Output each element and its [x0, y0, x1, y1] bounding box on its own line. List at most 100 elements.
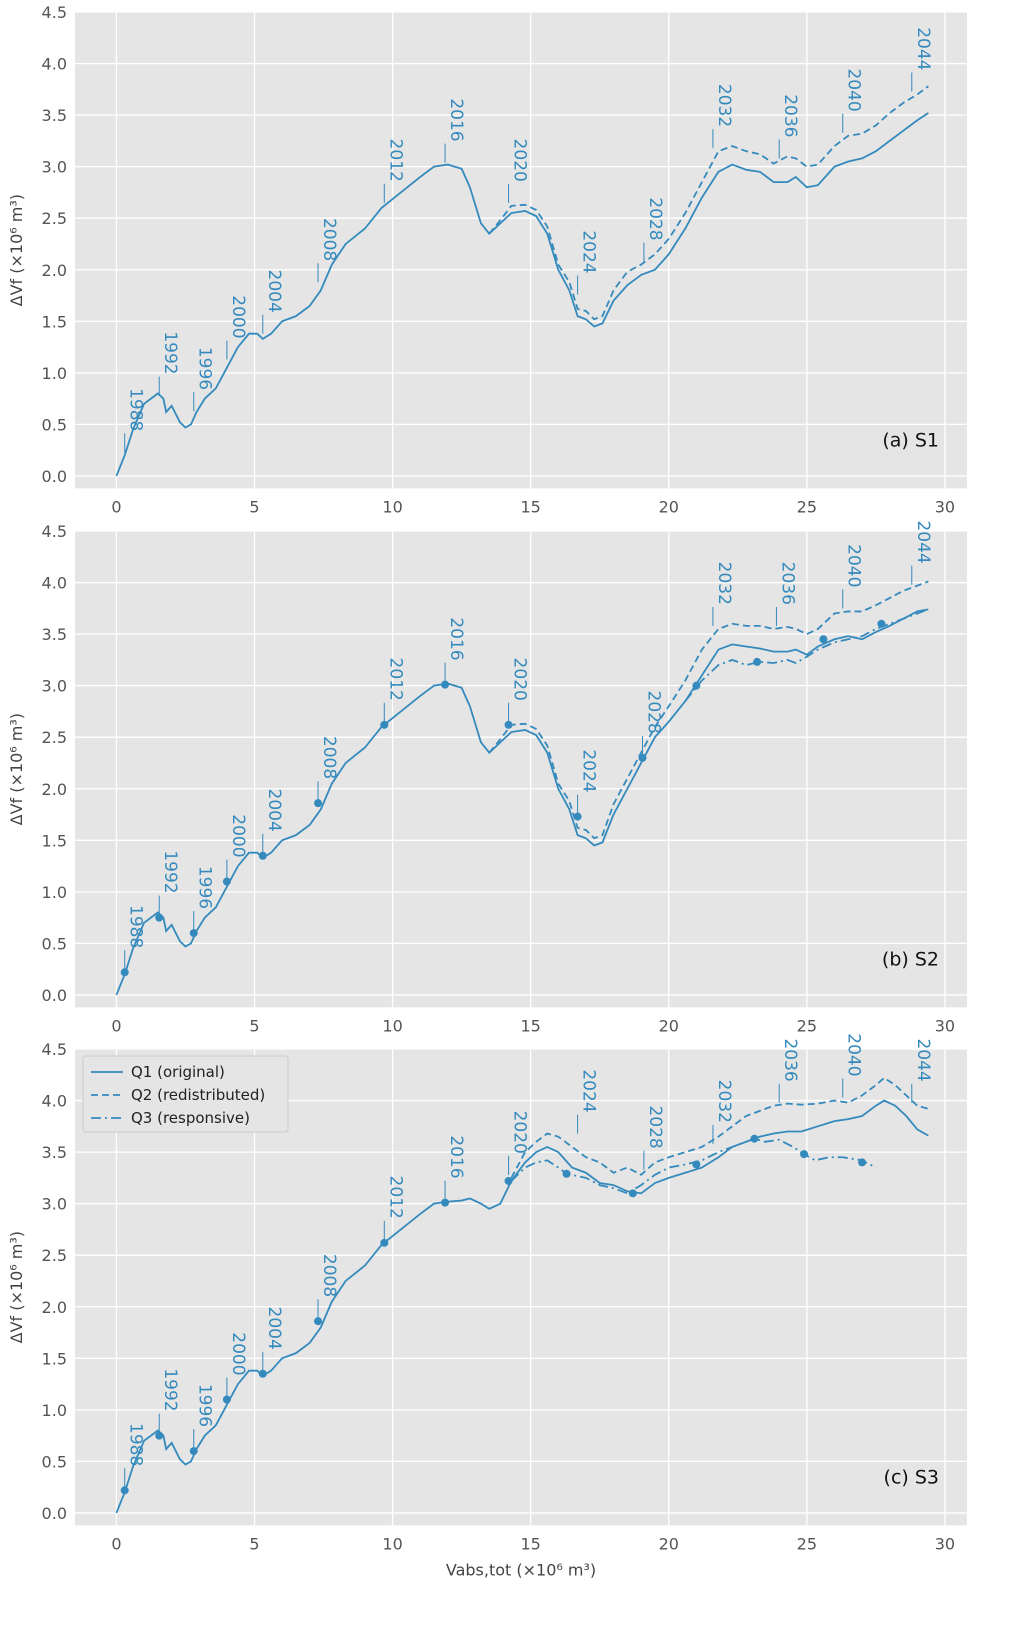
marker — [120, 968, 129, 977]
marker — [155, 913, 164, 922]
marker — [380, 1238, 389, 1247]
x-tick-label: 30 — [935, 497, 955, 516]
annotation: 2020 — [510, 139, 530, 182]
annotation: 2040 — [844, 544, 864, 587]
annotation: 2032 — [714, 1080, 734, 1123]
marker — [189, 929, 198, 938]
legend-label: Q3 (responsive) — [131, 1109, 250, 1127]
panel-label: (c) S3 — [884, 1466, 939, 1488]
x-tick-label: 10 — [382, 497, 402, 516]
marker — [155, 1431, 164, 1440]
annotation: 1996 — [195, 1384, 215, 1427]
annotation: 2028 — [645, 197, 665, 240]
y-tick-label: 4.5 — [42, 1040, 67, 1059]
y-tick-label: 1.5 — [42, 1349, 67, 1368]
annotation: 2020 — [510, 658, 530, 701]
y-tick-label: 0.0 — [42, 986, 67, 1005]
x-tick-label: 20 — [659, 1016, 679, 1035]
series-line — [488, 580, 929, 840]
annotation: 2024 — [579, 1069, 599, 1112]
annotation: 2036 — [780, 1038, 800, 1081]
annotation: 1988 — [126, 388, 146, 431]
y-tick-label: 3.5 — [42, 106, 67, 125]
annotation: 2008 — [319, 218, 339, 261]
x-tick-label: 20 — [659, 1534, 679, 1553]
y-tick-label: 4.5 — [42, 3, 67, 22]
annotation: 2028 — [644, 691, 664, 734]
x-tick-label: 30 — [935, 1016, 955, 1035]
marker — [222, 877, 231, 886]
marker — [692, 1160, 701, 1169]
y-tick-label: 3.5 — [42, 625, 67, 644]
marker — [877, 619, 886, 628]
marker — [441, 680, 450, 689]
legend-label: Q2 (redistributed) — [131, 1086, 265, 1104]
marker — [858, 1158, 867, 1167]
annotation: 2000 — [228, 295, 248, 338]
marker — [692, 681, 701, 690]
marker — [573, 812, 582, 821]
marker — [750, 1134, 759, 1143]
y-tick-label: 4.0 — [42, 55, 67, 74]
y-tick-label: 1.0 — [42, 364, 67, 383]
annotation: 2032 — [714, 84, 734, 127]
legend-label: Q1 (original) — [131, 1063, 225, 1081]
marker — [504, 1176, 513, 1185]
annotation: 1992 — [160, 850, 180, 893]
x-tick-label: 10 — [382, 1534, 402, 1553]
annotation: 2040 — [844, 1033, 864, 1076]
annotation: 2032 — [714, 562, 734, 605]
y-tick-label: 0.5 — [42, 1452, 67, 1471]
annotation: 2040 — [844, 68, 864, 111]
x-tick-label: 30 — [935, 1534, 955, 1553]
y-tick-label: 0.5 — [42, 934, 67, 953]
series-line — [510, 1076, 929, 1179]
marker — [628, 1189, 637, 1198]
y-tick-label: 4.0 — [42, 574, 67, 593]
y-tick-label: 1.0 — [42, 1401, 67, 1420]
x-axis-label: Vabs,tot (×10⁶ m³) — [446, 1560, 596, 1579]
x-tick-label: 5 — [249, 497, 259, 516]
y-tick-label: 2.5 — [42, 728, 67, 747]
annotation: 2044 — [913, 27, 933, 70]
y-tick-label: 0.0 — [42, 467, 67, 486]
y-tick-label: 2.0 — [42, 261, 67, 280]
y-axis-label: ΔVf (×10⁶ m³) — [7, 713, 26, 825]
annotation: 2016 — [446, 617, 466, 660]
annotation: 2004 — [264, 269, 284, 312]
x-tick-label: 15 — [520, 1016, 540, 1035]
marker — [819, 635, 828, 644]
y-tick-label: 2.5 — [42, 209, 67, 228]
x-tick-label: 0 — [111, 1534, 121, 1553]
annotation: 1988 — [126, 1423, 146, 1466]
marker — [120, 1486, 129, 1495]
annotation: 2044 — [913, 1038, 933, 1081]
marker — [638, 753, 647, 762]
x-tick-label: 25 — [797, 1534, 817, 1553]
marker — [441, 1198, 450, 1207]
annotation: 2004 — [264, 788, 284, 831]
x-tick-label: 5 — [249, 1534, 259, 1553]
x-tick-label: 0 — [111, 1016, 121, 1035]
y-tick-label: 4.5 — [42, 522, 67, 541]
marker — [258, 1369, 267, 1378]
x-tick-label: 15 — [520, 497, 540, 516]
annotation: 2044 — [913, 520, 933, 563]
annotation: 1988 — [126, 905, 146, 948]
y-tick-label: 3.5 — [42, 1143, 67, 1162]
marker — [800, 1150, 809, 1159]
series-line — [684, 608, 929, 702]
annotation: 2024 — [579, 230, 599, 273]
y-tick-label: 2.0 — [42, 1298, 67, 1317]
plot-area — [75, 12, 967, 489]
series-line — [488, 85, 929, 321]
annotation: 2008 — [319, 1254, 339, 1297]
annotation: 2012 — [385, 658, 405, 701]
annotation: 2012 — [385, 139, 405, 182]
y-tick-label: 2.5 — [42, 1246, 67, 1265]
marker — [504, 720, 513, 729]
x-tick-label: 5 — [249, 1016, 259, 1035]
marker — [562, 1169, 571, 1178]
annotation: 1992 — [160, 1368, 180, 1411]
